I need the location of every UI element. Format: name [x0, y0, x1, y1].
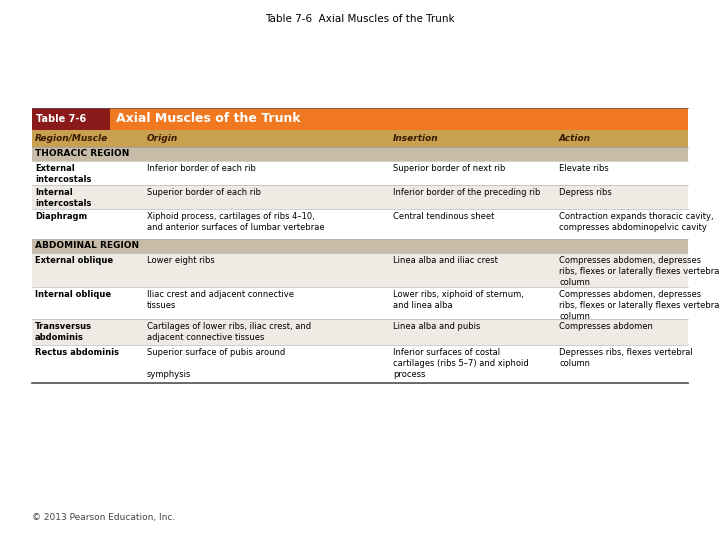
- Text: Transversus
abdominis: Transversus abdominis: [35, 322, 92, 342]
- Text: ABDOMINAL REGION: ABDOMINAL REGION: [35, 241, 139, 251]
- Bar: [110, 108, 688, 130]
- Bar: [32, 287, 688, 319]
- Bar: [32, 161, 688, 185]
- Bar: [32, 130, 688, 147]
- Text: Rectus abdominis: Rectus abdominis: [35, 348, 119, 357]
- Text: Iliac crest and adjacent connective
tissues: Iliac crest and adjacent connective tiss…: [147, 290, 294, 310]
- Bar: [32, 253, 688, 287]
- Text: External oblique: External oblique: [35, 256, 113, 265]
- Text: Table 7-6: Table 7-6: [36, 114, 86, 124]
- Text: Action: Action: [559, 134, 591, 143]
- Text: Contraction expands thoracic cavity,
compresses abdominopelvic cavity: Contraction expands thoracic cavity, com…: [559, 212, 714, 232]
- Text: Compresses abdomen, depresses
ribs, flexes or laterally flexes vertebral
column: Compresses abdomen, depresses ribs, flex…: [559, 256, 720, 287]
- Text: Depress ribs: Depress ribs: [559, 188, 612, 197]
- Bar: [32, 239, 688, 253]
- Text: Internal oblique: Internal oblique: [35, 290, 111, 299]
- Text: Superior surface of pubis around

symphysis: Superior surface of pubis around symphys…: [147, 348, 285, 379]
- Text: Axial Muscles of the Trunk: Axial Muscles of the Trunk: [116, 112, 301, 125]
- Text: Table 7-6  Axial Muscles of the Trunk: Table 7-6 Axial Muscles of the Trunk: [265, 14, 455, 24]
- Text: Lower ribs, xiphoid of sternum,
and linea alba: Lower ribs, xiphoid of sternum, and line…: [393, 290, 524, 310]
- Text: Lower eight ribs: Lower eight ribs: [147, 256, 215, 265]
- Text: Internal
intercostals: Internal intercostals: [35, 188, 91, 208]
- Text: © 2013 Pearson Education, Inc.: © 2013 Pearson Education, Inc.: [32, 513, 175, 522]
- Text: Cartilages of lower ribs, iliac crest, and
adjacent connective tissues: Cartilages of lower ribs, iliac crest, a…: [147, 322, 311, 342]
- Bar: [32, 319, 688, 345]
- Text: Central tendinous sheet: Central tendinous sheet: [393, 212, 495, 221]
- Text: Depresses ribs, flexes vertebral
column: Depresses ribs, flexes vertebral column: [559, 348, 693, 368]
- Text: Insertion: Insertion: [393, 134, 438, 143]
- Text: Diaphragm: Diaphragm: [35, 212, 87, 221]
- Bar: [32, 345, 688, 383]
- Text: THORACIC REGION: THORACIC REGION: [35, 150, 130, 159]
- Text: Superior border of each rib: Superior border of each rib: [147, 188, 261, 197]
- Bar: [32, 147, 688, 161]
- Text: Inferior border of each rib: Inferior border of each rib: [147, 164, 256, 173]
- Text: Linea alba and pubis: Linea alba and pubis: [393, 322, 480, 331]
- Text: Xiphoid process, cartilages of ribs 4–10,
and anterior surfaces of lumbar verteb: Xiphoid process, cartilages of ribs 4–10…: [147, 212, 325, 232]
- Text: Inferior surfaces of costal
cartilages (ribs 5–7) and xiphoid
process: Inferior surfaces of costal cartilages (…: [393, 348, 528, 379]
- Text: Linea alba and iliac crest: Linea alba and iliac crest: [393, 256, 498, 265]
- Text: Inferior border of the preceding rib: Inferior border of the preceding rib: [393, 188, 541, 197]
- Text: Origin: Origin: [147, 134, 179, 143]
- Text: Compresses abdomen: Compresses abdomen: [559, 322, 653, 331]
- Bar: [32, 108, 110, 130]
- Text: Region/Muscle: Region/Muscle: [35, 134, 108, 143]
- Bar: [32, 209, 688, 239]
- Text: Elevate ribs: Elevate ribs: [559, 164, 608, 173]
- Text: Compresses abdomen, depresses
ribs, flexes or laterally flexes vertebral
column: Compresses abdomen, depresses ribs, flex…: [559, 290, 720, 321]
- Text: Superior border of next rib: Superior border of next rib: [393, 164, 505, 173]
- Bar: [32, 185, 688, 209]
- Text: External
intercostals: External intercostals: [35, 164, 91, 184]
